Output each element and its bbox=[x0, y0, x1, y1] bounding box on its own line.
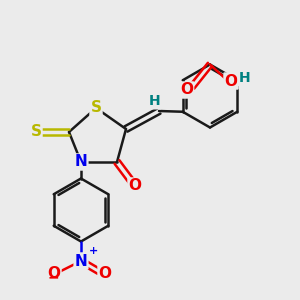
Text: N: N bbox=[75, 254, 87, 268]
Text: O: O bbox=[47, 266, 61, 280]
Text: N: N bbox=[75, 154, 87, 169]
Text: S: S bbox=[91, 100, 101, 116]
Text: −: − bbox=[47, 270, 59, 284]
Text: S: S bbox=[31, 124, 41, 140]
Text: H: H bbox=[239, 71, 250, 85]
Text: O: O bbox=[180, 82, 193, 98]
Text: O: O bbox=[128, 178, 142, 194]
Text: O: O bbox=[98, 266, 112, 280]
Text: O: O bbox=[224, 74, 238, 88]
Text: +: + bbox=[88, 245, 98, 256]
Text: H: H bbox=[149, 94, 160, 108]
